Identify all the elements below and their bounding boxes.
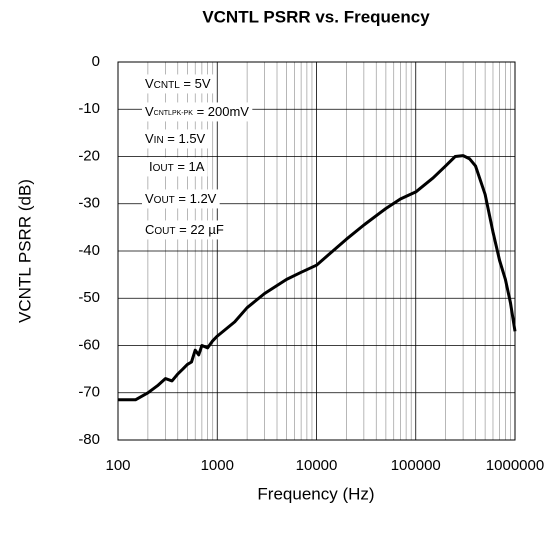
x-tick-label: 10000 [296, 457, 338, 474]
annotation-background [146, 157, 208, 177]
y-tick-label: -70 [78, 384, 100, 401]
chart-title: VCNTL PSRR vs. Frequency [202, 7, 430, 26]
annotation-subscript: OUT [154, 195, 175, 206]
annotation-part: = 1.2V [175, 191, 217, 206]
y-tick-label: -30 [78, 195, 100, 212]
x-axis-label: Frequency (Hz) [257, 484, 374, 503]
x-tick-label: 100000 [391, 457, 441, 474]
annotation: IOUT = 1A [149, 159, 205, 174]
annotation: VOUT = 1.2V [145, 191, 217, 206]
y-tick-label: -60 [78, 336, 100, 353]
annotation-part: I [149, 159, 153, 174]
y-tick-label: -10 [78, 100, 100, 117]
y-tick-label: -50 [78, 289, 100, 306]
x-tick-label: 1000 [201, 457, 234, 474]
annotation-subscript: CNTLPK-PK [154, 110, 194, 117]
y-tick-label: 0 [92, 53, 100, 70]
annotation-part: V [145, 104, 154, 119]
annotation-subscript: OUT [154, 226, 175, 237]
y-tick-label: -20 [78, 147, 100, 164]
y-tick-label: -80 [78, 431, 100, 448]
annotation: VIN = 1.5V [145, 131, 206, 146]
annotation-part: V [145, 76, 154, 91]
annotation: VCNTLPK-PK = 200mV [145, 104, 249, 119]
x-tick-label: 1000000 [486, 457, 544, 474]
plot [118, 154, 517, 402]
annotation-part: C [145, 222, 154, 237]
annotation-part: = 5V [180, 76, 211, 91]
annotation-part: V [145, 131, 154, 146]
annotation: VCNTL = 5V [145, 76, 211, 91]
annotation-background [142, 102, 253, 122]
annotation-part: = 22 µF [176, 222, 224, 237]
annotation-part: V [145, 191, 154, 206]
annotation-subscript: IN [154, 135, 164, 146]
annotation-part: = 200mV [193, 104, 249, 119]
x-tick-label: 100 [105, 457, 130, 474]
annotation-part: = 1A [174, 159, 205, 174]
annotation-background [142, 129, 209, 149]
annotation: COUT = 22 µF [145, 222, 224, 237]
annotation-subscript: OUT [153, 163, 174, 174]
annotation-part: = 1.5V [164, 131, 206, 146]
data-line [118, 154, 517, 402]
annotation-background [142, 189, 220, 209]
y-axis-label: VCNTL PSRR (dB) [15, 179, 34, 323]
annotation-background [142, 74, 214, 94]
plot-frame [117, 61, 516, 441]
annotation-subscript: CNTL [154, 80, 181, 91]
annotation-background [142, 220, 227, 240]
y-tick-label: -40 [78, 242, 100, 259]
